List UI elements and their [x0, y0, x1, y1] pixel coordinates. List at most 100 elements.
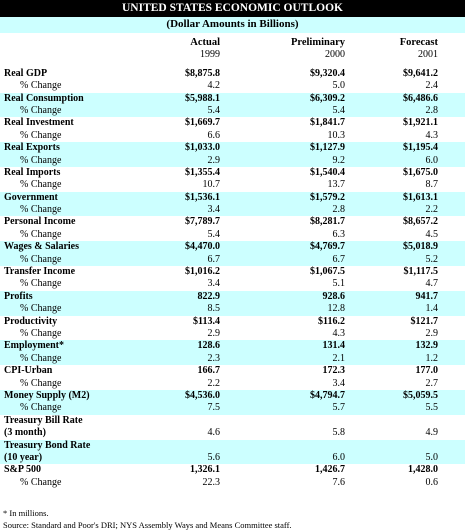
change-value: 5.2	[425, 253, 439, 265]
change-value: 4.3	[332, 327, 346, 339]
row-sublabel: (10 year)	[4, 451, 43, 463]
column-year: 2001	[418, 49, 438, 61]
value: 1,426.7	[315, 464, 345, 476]
value: $113.4	[193, 315, 220, 327]
column-header: Actual	[190, 37, 220, 48]
value: $5,988.1	[185, 92, 220, 104]
change-value: 22.3	[202, 476, 221, 488]
change-value: 4.2	[207, 80, 221, 92]
label-line: Treasury Bond Rate	[0, 440, 465, 452]
value: $1,355.4	[185, 166, 220, 178]
row-group: Real Consumption $5,988.1 $6,309.2 $6,486.6…	[0, 92, 465, 118]
value: $1,921.1	[403, 117, 438, 129]
change-value: 6.7	[207, 253, 221, 265]
change-label: % Change	[20, 377, 62, 389]
change-label: % Change	[20, 179, 62, 191]
label-line: Treasury Bill Rate	[0, 415, 465, 427]
change-label: % Change	[20, 352, 62, 364]
row-label: Employment*	[4, 340, 64, 352]
change-value: 2.8	[425, 104, 439, 116]
value: 5.0	[425, 451, 439, 463]
row-group: Real GDP $8,875.8 $9,320.4 $9,641.2% Change…	[0, 68, 465, 93]
value-line: Real Imports $1,355.4 $1,540.4 $1,675.0	[0, 167, 465, 179]
value-line: (3 month) 4.6 5.8 4.9	[0, 427, 465, 439]
change-value: 5.4	[332, 104, 346, 116]
value: $1,016.2	[185, 266, 220, 278]
change-line: % Change 10.7 13.7 8.7	[0, 179, 465, 191]
value: 132.9	[415, 340, 439, 352]
change-value: 5.1	[332, 278, 346, 290]
change-label: % Change	[20, 204, 62, 216]
change-value: 2.9	[207, 154, 221, 166]
row-group: Money Supply (M2) $4,536.0 $4,794.7 $5,059.…	[0, 389, 465, 415]
row-group: Real Imports $1,355.4 $1,540.4 $1,675.0% Ch…	[0, 167, 465, 192]
row-group: Profits 822.9 928.6 941.7 % Change 8.5 12.8 1.4	[0, 290, 465, 316]
subtitle: (Dollar Amounts in Billions)	[0, 17, 465, 33]
value: 177.0	[415, 365, 439, 377]
change-value: 8.5	[207, 303, 221, 315]
change-value: 7.5	[207, 402, 221, 414]
change-value: 4.7	[425, 278, 439, 290]
value: $1,579.2	[310, 191, 345, 203]
value: $4,794.7	[310, 389, 345, 401]
change-label: % Change	[20, 327, 62, 339]
value-line: Real Investment $1,669.7 $1,841.7 $1,921.1	[0, 117, 465, 129]
value: $1,540.4	[310, 166, 345, 178]
value: $5,059.5	[403, 389, 438, 401]
change-value: 2.4	[425, 80, 439, 92]
value: $4,470.0	[185, 241, 220, 253]
value: 928.6	[322, 290, 346, 302]
row-label: Real Investment	[4, 117, 74, 129]
change-value: 5.5	[425, 402, 439, 414]
value-line: Productivity $113.4 $116.2 $121.7	[0, 316, 465, 328]
change-value: 10.7	[202, 179, 221, 191]
value: $4,769.7	[310, 241, 345, 253]
change-line: % Change 8.5 12.8 1.4	[0, 303, 465, 315]
value: $6,486.6	[403, 92, 438, 104]
change-value: 9.2	[332, 154, 346, 166]
change-label: % Change	[20, 104, 62, 116]
column-header: Preliminary	[290, 37, 345, 48]
value: $6,309.2	[310, 92, 345, 104]
change-label: % Change	[20, 476, 62, 488]
change-label: % Change	[20, 303, 62, 315]
change-value: 3.4	[207, 204, 221, 216]
value: $4,536.0	[185, 389, 220, 401]
row-group: Personal Income $7,789.7 $8,281.7 $8,657.2%…	[0, 216, 465, 241]
change-label: % Change	[20, 129, 62, 141]
change-value: 4.3	[425, 129, 439, 141]
value: $116.2	[318, 315, 345, 327]
value-line: S&P 500 1,326.1 1,426.7 1,428.0	[0, 464, 465, 476]
change-label: % Change	[20, 154, 62, 166]
row-label: Real Imports	[4, 166, 61, 178]
change-line: % Change 7.5 5.7 5.5	[0, 402, 465, 414]
change-value: 7.6	[332, 476, 346, 488]
row-label: S&P 500	[4, 464, 41, 476]
row-label: CPI-Urban	[4, 365, 53, 377]
value: 4.6	[207, 427, 221, 439]
row-group: Productivity $113.4 $116.2 $121.7 % Change 2.…	[0, 316, 465, 341]
change-value: 2.2	[425, 204, 439, 216]
footnote: * In millions.	[3, 508, 49, 518]
value: $1,117.5	[403, 266, 438, 278]
value-line: Money Supply (M2) $4,536.0 $4,794.7 $5,059.…	[0, 390, 465, 402]
value: 1,326.1	[190, 464, 220, 476]
change-value: 12.8	[327, 303, 346, 315]
change-line: % Change 5.4 6.3 4.5	[0, 229, 465, 241]
row-sublabel: (3 month)	[4, 427, 46, 439]
row-label: Government	[4, 191, 58, 203]
value: 166.7	[197, 365, 221, 377]
value: $1,669.7	[185, 117, 220, 129]
header-row: Actual Preliminary Forecast	[0, 37, 465, 49]
change-label: % Change	[20, 402, 62, 414]
value-line: Wages & Salaries $4,470.0 $4,769.7 $5,018.9	[0, 241, 465, 253]
value-line: Profits 822.9 928.6 941.7	[0, 291, 465, 303]
value-line: (10 year) 5.6 6.0 5.0	[0, 452, 465, 464]
change-value: 6.0	[425, 154, 439, 166]
column-year: 2000	[325, 49, 345, 61]
change-value: 5.0	[332, 80, 346, 92]
column-year: 1999	[200, 49, 220, 61]
change-line: % Change 4.2 5.0 2.4	[0, 80, 465, 92]
change-value: 8.7	[425, 179, 439, 191]
